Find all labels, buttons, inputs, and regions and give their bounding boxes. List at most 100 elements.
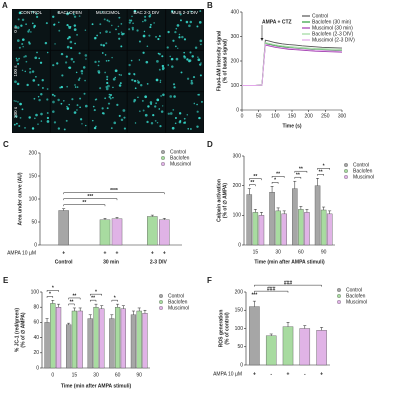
y-tick-label: 100 [29,196,38,202]
bar [120,308,126,369]
y-tick-label: 100 [231,83,240,89]
cell-dot [80,69,84,73]
bar [282,326,294,366]
legend-label: Muscimol [170,161,191,167]
cell-dot [171,65,174,68]
cell-dot [119,82,122,85]
bar [246,194,253,246]
cell-dot [173,95,176,98]
significance-bracket [249,178,262,181]
cell-dot [186,58,189,61]
significance-bracket [63,204,106,207]
legend-label: Baclofen (2-3 DIV) [312,31,353,37]
cell-dot [183,51,186,54]
cell-dot [94,60,97,64]
significance-bracket [271,176,285,178]
y-axis-label: (% of control) [224,312,230,345]
treatment-mark: + [320,371,323,377]
cell-dot [109,97,112,100]
cell-dot [52,15,55,18]
cell-dot [100,43,103,47]
cell-dot [70,57,74,61]
cell-dot [175,45,177,48]
cell-dot [29,71,32,74]
x-axis-label: Time (s) [282,123,301,129]
cell-dot [33,26,35,29]
cell-dot [28,42,31,45]
cell-dot [97,60,100,63]
x-tick-label: 90 [321,249,327,255]
image-cell [50,9,89,50]
legend-swatch [159,294,163,298]
bar [147,216,158,246]
bar [55,307,62,369]
cell-dot [46,116,50,120]
legend-label: Baclofen [353,168,373,174]
cell-dot [158,108,161,110]
cell-dot [64,61,68,64]
cell-dot [118,74,121,76]
legend-swatch [344,169,348,173]
cell-dot [84,54,88,57]
cell-dot [21,18,25,22]
significance-label: *** [251,292,257,298]
cell-dot [79,77,81,79]
cell-dot [108,93,111,96]
treatment-mark: + [104,250,107,256]
significance-bracket [249,184,256,187]
cell-dot [79,106,81,109]
cell-dot [56,62,59,65]
treatment-mark: + [116,250,119,256]
bar [58,210,69,246]
treatment-mark: - [270,371,272,377]
y-tick-label: 200 [29,150,38,156]
cell-dot [131,15,133,18]
cell-dot [108,20,111,23]
cell-dot [27,30,30,33]
cell-dot [134,87,137,90]
cell-dot [46,51,49,54]
cell-dot [177,47,179,49]
cell-dot [74,84,76,86]
cell-dot [197,93,200,96]
cell-dot [63,128,66,131]
cell-dot [161,55,164,58]
cell-dot [150,121,154,125]
cell-dot [66,105,68,108]
cell-dot [196,103,198,106]
significance-bracket [271,182,279,184]
significance-label: ** [250,180,254,186]
legend-swatch [161,156,165,160]
significance-label: ** [82,200,86,206]
panel-letter: C [3,140,9,149]
bar [50,303,56,369]
cell-dot [18,11,22,15]
cell-dot [34,117,36,120]
cell-dot [184,121,186,124]
cell-dot [39,61,43,64]
legend-swatch [344,175,348,179]
cell-dot [144,95,147,99]
cell-dot [14,25,17,28]
cell-dot [166,46,169,49]
cell-dot [51,93,54,96]
column-header: BAC 2-3 DIV [134,10,160,15]
treatment-mark: + [151,250,154,256]
cell-dot [24,127,26,129]
cell-dot [85,58,87,60]
significance-bracket [63,192,165,195]
cell-dot [117,32,120,36]
cell-dot [178,112,182,115]
significance-bracket [46,296,54,298]
cell-dot [157,52,160,55]
legend-label: Muscimol [168,305,189,311]
cell-dot [133,9,137,13]
cell-dot [149,13,152,16]
cell-dot [146,120,149,124]
bar [159,219,170,246]
cell-dot [41,86,44,89]
cell-dot [120,31,123,33]
cell-dot [28,29,31,31]
cell-dot [36,51,38,54]
significance-label: ** [91,295,95,301]
